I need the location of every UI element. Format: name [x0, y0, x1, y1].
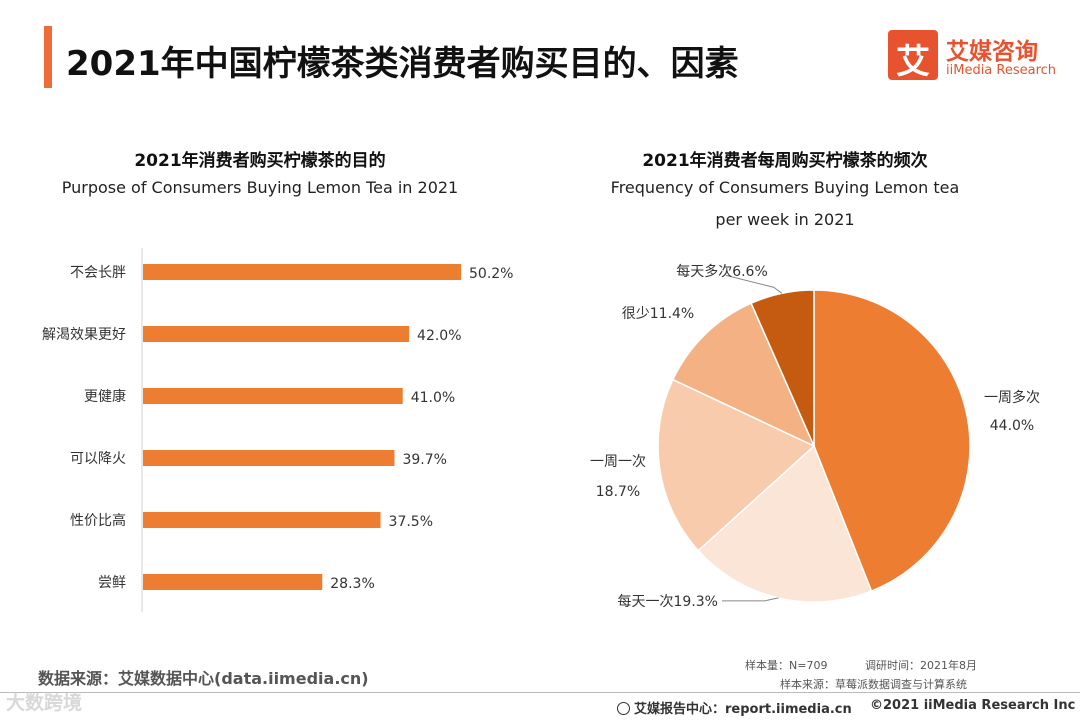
logo-mark-text: 艾 [896, 42, 930, 82]
frequency-pie-chart: 一周多次 44.0% 每天一次19.3% 一周一次 18.7% 很少11.4% 每天多次6.… [590, 263, 1040, 610]
bar-category-label: 可以降火 [70, 451, 126, 467]
pie-label: 每天一次19.3% [618, 594, 718, 610]
report-center[interactable]: 艾媒报告中心：report.iimedia.cn [617, 698, 852, 717]
bar-chart-title: 2021年消费者购买柠檬茶的目的 [134, 151, 386, 171]
iimedia-logo: 艾 艾媒咨询 iiMedia Research [888, 30, 1058, 84]
pie-slice-4 [671, 302, 816, 448]
pie-leader-line [725, 274, 783, 294]
bar-4 [143, 450, 395, 466]
sample-source: 样本来源：草莓派数据调查与计算系统 [780, 678, 967, 691]
bar-value-label: 39.7% [402, 452, 446, 468]
logo-mark: 艾 [888, 30, 938, 82]
pie-label: 一周一次 [590, 454, 646, 470]
bar-5 [143, 512, 381, 528]
pie-label: 很少11.4% [622, 306, 694, 322]
bar-category-label: 性价比高 [70, 512, 126, 529]
title-accent-bar [44, 26, 52, 88]
bar-value-label: 37.5% [389, 514, 433, 530]
bar-6 [143, 574, 323, 590]
bar-1 [143, 264, 461, 280]
bar-value-label: 28.3% [330, 576, 374, 592]
pie-chart-title: 2021年消费者每周购买柠檬茶的频次 [642, 151, 928, 171]
pie-leader-line [722, 597, 779, 602]
bar-category-label: 不会长胖 [70, 265, 126, 281]
bar-value-label: 41.0% [411, 390, 455, 406]
footer-divider [0, 692, 1080, 693]
copyright: ©2021 iiMedia Research Inc [870, 698, 1076, 713]
pie-chart-subtitle-line1: Frequency of Consumers Buying Lemon tea [610, 178, 960, 197]
pie-label: 44.0% [990, 418, 1034, 434]
pie-chart-subtitle-line2: per week in 2021 [715, 210, 855, 229]
pie-slice-5 [750, 289, 815, 447]
bar-category-label: 解渴效果更好 [42, 327, 126, 343]
pie-slice-3 [657, 378, 816, 552]
logo-en-text: iiMedia Research [946, 63, 1057, 78]
pie-label: 一周多次 [984, 389, 1040, 406]
watermark: 大数跨境 [6, 692, 83, 714]
pie-label: 18.7% [596, 484, 640, 500]
pie-slice-2 [697, 444, 873, 603]
bar-value-label: 50.2% [469, 266, 513, 282]
purpose-bar-chart: 不会长胖 50.2% 解渴效果更好 42.0% 更健康 41.0% 可以降火 39.7% 性价比… [42, 248, 513, 612]
survey-time: 调研时间：2021年8月 [865, 659, 977, 672]
page-title: 2021年中国柠檬茶类消费者购买目的、因素 [66, 44, 739, 84]
data-source: 数据来源：艾媒数据中心(data.iimedia.cn) [38, 669, 369, 688]
logo-cn-text: 艾媒咨询 [946, 39, 1038, 65]
sample-size: 样本量：N=709 [745, 659, 828, 672]
report-center-text: 艾媒报告中心：report.iimedia.cn [634, 702, 852, 717]
pie-slice-1 [813, 289, 971, 593]
bar-category-label: 更健康 [84, 388, 126, 405]
globe-icon [617, 702, 630, 715]
bar-2 [143, 326, 410, 342]
bar-3 [143, 388, 403, 404]
bar-chart-subtitle: Purpose of Consumers Buying Lemon Tea in… [61, 178, 459, 197]
bar-category-label: 尝鲜 [98, 575, 126, 591]
bar-value-label: 42.0% [417, 328, 461, 344]
pie-label: 每天多次6.6% [676, 263, 768, 280]
